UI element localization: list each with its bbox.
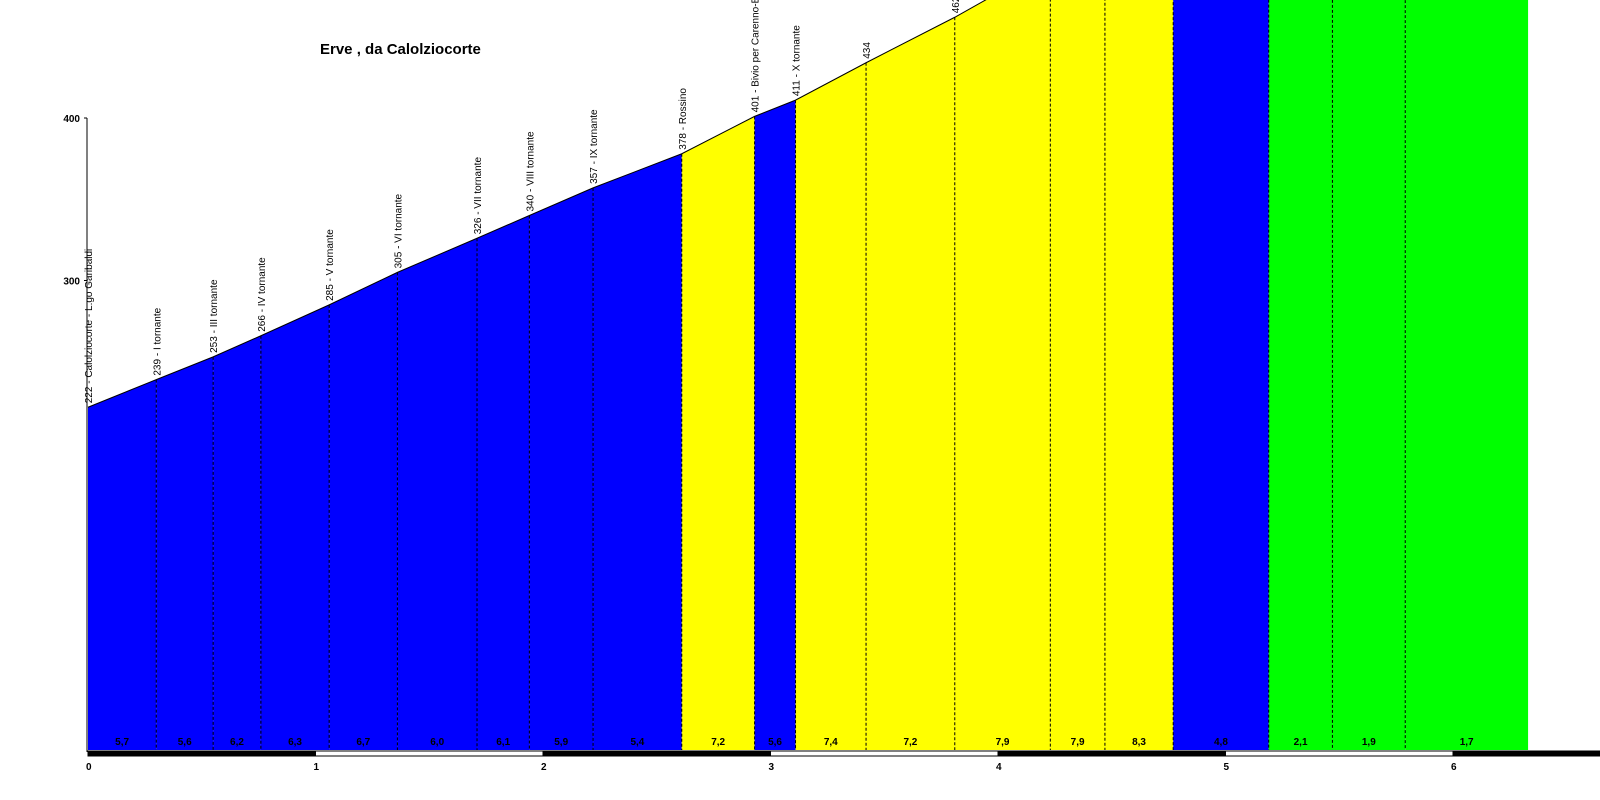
grade-label: 8,3: [1132, 737, 1146, 748]
gradient-segment: [593, 153, 682, 750]
grade-label: 6,7: [356, 737, 370, 748]
waypoint-label: 378 - Rossino: [678, 88, 689, 150]
distance-band: [1452, 750, 1600, 757]
gradient-segment: [213, 335, 261, 750]
gradient-segment: [1104, 0, 1174, 750]
gradient-segment: [1173, 0, 1269, 750]
grade-label: 4,8: [1214, 737, 1228, 748]
gradient-segment: [954, 0, 1051, 750]
y-tick-label: 400: [63, 114, 80, 125]
gradient-segment: [754, 100, 796, 750]
grade-label: 6,2: [230, 737, 244, 748]
distance-band: [542, 750, 771, 757]
profile-outline: [87, 0, 987, 408]
x-tick-label: 4: [996, 762, 1002, 773]
gradient-segment: [260, 304, 330, 750]
waypoint-label: 401 - Bivio per Carenno-Erve: [751, 0, 762, 112]
grade-label: 6,0: [430, 737, 444, 748]
gradient-segment: [88, 379, 157, 750]
gradient-segment: [529, 187, 594, 750]
x-tick-label: 1: [314, 762, 320, 773]
gradient-segment: [1405, 0, 1529, 750]
outline-layer: [87, 0, 987, 408]
waypoint-label: 285 - V tornante: [325, 229, 336, 301]
waypoint-labels: 222 - Calolziocorte - L.go Garibaldi 239 …: [84, 0, 962, 404]
gradient-segment: [477, 215, 530, 750]
gradient-segment: [1332, 0, 1406, 750]
x-tick-label: 6: [1451, 762, 1457, 773]
waypoint-label: 266 - IV tornante: [257, 257, 268, 332]
gradient-segment: [329, 272, 398, 750]
waypoint-label: 305 - VI tornante: [393, 193, 404, 268]
grade-label: 5,6: [178, 737, 192, 748]
grade-label: 1,9: [1362, 737, 1376, 748]
grade-label: 6,1: [496, 737, 510, 748]
gradient-segment: [795, 62, 867, 750]
segments-layer: [88, 0, 1529, 750]
distance-band: [770, 750, 999, 757]
grade-label: 5,6: [768, 737, 782, 748]
waypoint-label: 239 - I tornante: [152, 307, 163, 375]
x-tick-label: 5: [1224, 762, 1230, 773]
x-tick-label: 2: [541, 762, 547, 773]
gradient-segment: [156, 356, 214, 750]
grade-label: 5,4: [630, 737, 644, 748]
grade-label: 7,2: [711, 737, 725, 748]
waypoint-label: 462: [951, 0, 962, 13]
distance-band: [1225, 750, 1454, 757]
axes: 3004005006000123456: [63, 114, 1600, 773]
grade-label: 1,7: [1460, 737, 1474, 748]
y-tick-label: 300: [63, 277, 80, 288]
waypoint-label: 340 - VIII tornante: [525, 131, 536, 211]
grade-label: 5,7: [115, 737, 129, 748]
grade-label: 2,1: [1294, 737, 1308, 748]
gradient-segment: [1050, 0, 1105, 750]
grade-label: 7,4: [824, 737, 838, 748]
gradient-segment: [681, 116, 755, 750]
grade-labels: 5,7 5,6 6,2 6,3 6,7 6,0 6,1 5,9 5,4 7,2 5,6 7,4 7,2 7…: [115, 737, 1474, 748]
x-tick-label: 0: [86, 762, 92, 773]
waypoint-label: 434: [862, 42, 873, 59]
grade-label: 7,2: [903, 737, 917, 748]
waypoint-label: 253 - III tornante: [209, 279, 220, 353]
gradient-segment: [866, 17, 955, 750]
distance-band: [997, 750, 1226, 757]
distance-band: [87, 750, 316, 757]
waypoint-label: 222 - Calolziocorte - L.go Garibaldi: [84, 249, 95, 404]
grade-label: 6,3: [288, 737, 302, 748]
chart-title: Erve , da Calolziocorte: [320, 41, 481, 58]
gradient-segment: [397, 238, 478, 750]
x-tick-label: 3: [769, 762, 775, 773]
dividers-layer: [155, 0, 1406, 750]
grade-label: 7,9: [1071, 737, 1085, 748]
gradient-segment: [1268, 0, 1333, 750]
waypoint-label: 326 - VII tornante: [473, 157, 484, 235]
waypoint-label: 411 - X tornante: [792, 25, 803, 96]
waypoint-label: 357 - IX tornante: [589, 109, 600, 184]
grade-label: 5,9: [554, 737, 568, 748]
grade-label: 7,9: [996, 737, 1010, 748]
distance-band: [315, 750, 544, 757]
